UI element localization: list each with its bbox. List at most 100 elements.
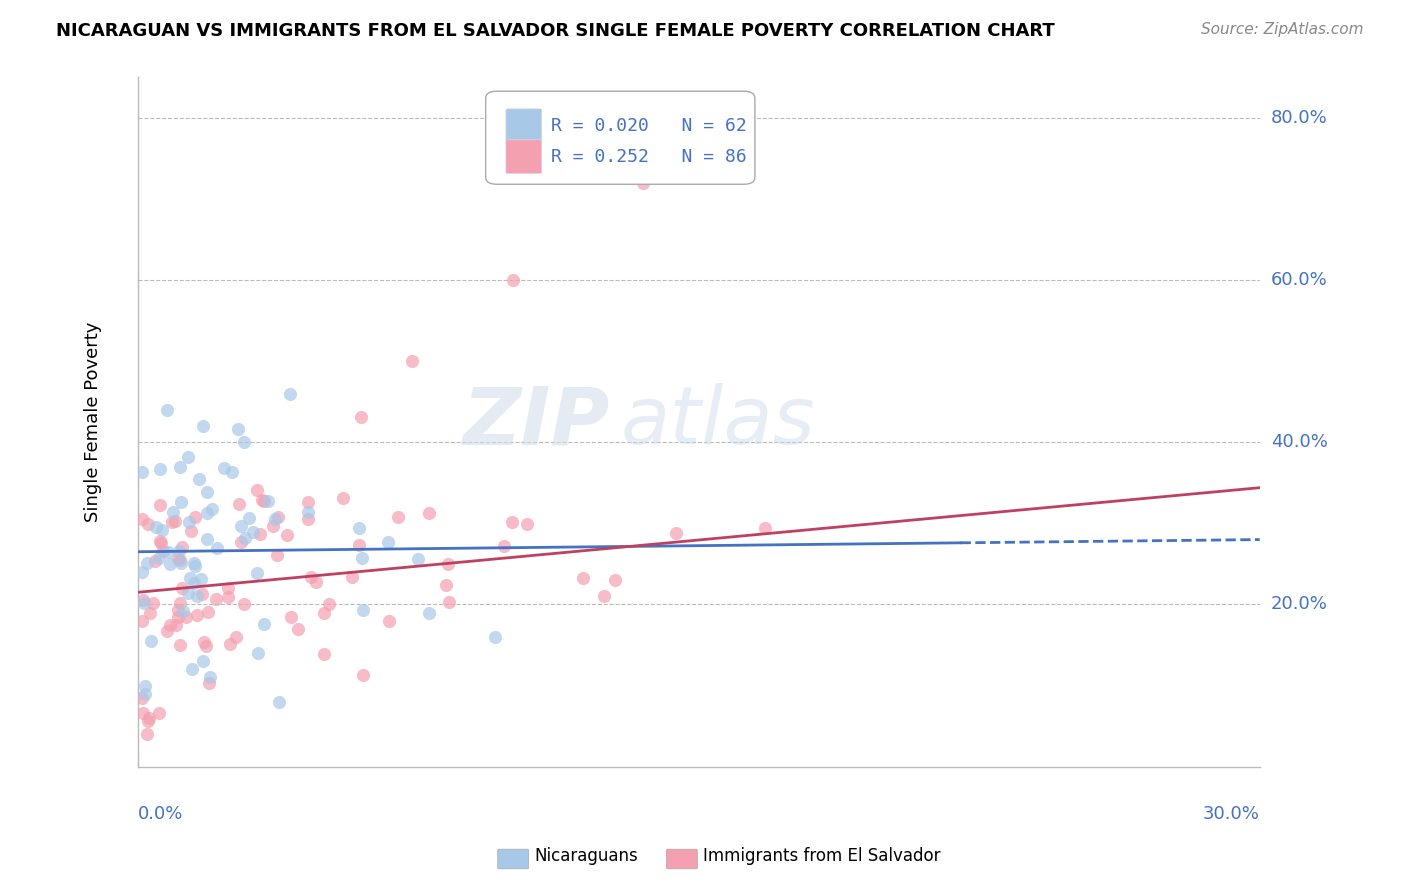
Point	[267, 509, 290, 524]
Point	[198, 676, 221, 690]
Point	[238, 511, 260, 525]
Point	[231, 534, 253, 549]
Point	[437, 595, 460, 609]
Point	[516, 516, 538, 531]
Point	[350, 409, 373, 424]
Point	[197, 605, 219, 619]
Point	[145, 520, 167, 534]
Point	[266, 548, 288, 562]
Text: 80.0%: 80.0%	[1271, 109, 1327, 127]
Text: Single Female Poverty: Single Female Poverty	[84, 322, 103, 522]
Point	[148, 551, 170, 566]
Point	[170, 540, 193, 554]
Point	[377, 535, 399, 549]
Point	[142, 596, 165, 610]
FancyBboxPatch shape	[506, 140, 541, 174]
Point	[169, 552, 191, 566]
Point	[176, 610, 198, 624]
Point	[132, 706, 155, 721]
Point	[318, 597, 340, 611]
Point	[221, 466, 243, 480]
Point	[160, 516, 183, 530]
Point	[195, 485, 218, 500]
Point	[150, 536, 173, 550]
Point	[170, 495, 193, 509]
Point	[183, 556, 205, 570]
Point	[193, 635, 215, 649]
Point	[186, 590, 208, 604]
Point	[314, 606, 336, 620]
Point	[256, 493, 278, 508]
Point	[484, 630, 506, 644]
Text: Nicaraguans: Nicaraguans	[534, 847, 638, 865]
Point	[387, 510, 409, 524]
Point	[297, 512, 319, 526]
Point	[184, 558, 207, 573]
Text: 30.0%: 30.0%	[1204, 805, 1260, 823]
Point	[186, 607, 208, 622]
Point	[418, 606, 440, 620]
Point	[352, 550, 374, 565]
Point	[572, 571, 595, 585]
Point	[242, 524, 264, 539]
Point	[436, 557, 458, 571]
Point	[156, 624, 179, 638]
Point	[134, 687, 156, 701]
Point	[249, 527, 271, 541]
Point	[201, 502, 224, 516]
Point	[262, 519, 284, 533]
Point	[167, 543, 190, 558]
Point	[132, 592, 155, 607]
Point	[401, 354, 423, 368]
Point	[314, 647, 336, 661]
Point	[149, 533, 172, 548]
Point	[297, 495, 319, 509]
Point	[163, 514, 186, 528]
Text: 0.0%: 0.0%	[138, 805, 183, 823]
Point	[156, 402, 179, 417]
Point	[172, 581, 194, 595]
Point	[177, 450, 200, 465]
Point	[434, 578, 457, 592]
Point	[167, 603, 190, 617]
Point	[167, 610, 190, 624]
Point	[207, 541, 229, 556]
Point	[159, 557, 181, 571]
Text: ZIP: ZIP	[461, 383, 609, 461]
Text: 60.0%: 60.0%	[1271, 271, 1327, 289]
Point	[233, 435, 256, 450]
Point	[502, 273, 524, 287]
Point	[233, 531, 256, 545]
Point	[226, 421, 249, 435]
Point	[592, 590, 614, 604]
Point	[631, 176, 654, 190]
Point	[276, 528, 298, 542]
Point	[352, 668, 374, 682]
Point	[183, 576, 205, 591]
Text: NICARAGUAN VS IMMIGRANTS FROM EL SALVADOR SINGLE FEMALE POVERTY CORRELATION CHAR: NICARAGUAN VS IMMIGRANTS FROM EL SALVADO…	[56, 22, 1054, 40]
Point	[150, 523, 173, 537]
Point	[377, 614, 399, 628]
Point	[131, 565, 153, 579]
Point	[169, 460, 191, 475]
Text: atlas: atlas	[620, 383, 815, 461]
Point	[217, 581, 239, 595]
Point	[134, 679, 156, 693]
FancyBboxPatch shape	[506, 109, 541, 143]
Point	[149, 499, 172, 513]
Text: Immigrants from El Salvador: Immigrants from El Salvador	[703, 847, 941, 865]
Point	[172, 604, 194, 618]
Point	[152, 543, 174, 558]
Point	[131, 614, 153, 628]
Point	[141, 634, 163, 648]
Point	[191, 654, 214, 668]
Point	[191, 419, 214, 434]
Point	[246, 483, 269, 497]
Point	[217, 590, 239, 604]
Point	[136, 517, 159, 532]
Point	[157, 544, 180, 558]
Point	[297, 505, 319, 519]
Point	[184, 509, 207, 524]
Point	[136, 556, 159, 570]
Point	[135, 727, 157, 741]
